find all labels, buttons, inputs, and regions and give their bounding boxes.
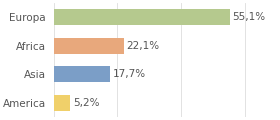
Bar xyxy=(53,38,124,54)
Text: 17,7%: 17,7% xyxy=(113,69,146,79)
Text: 55,1%: 55,1% xyxy=(232,12,265,22)
Bar xyxy=(53,9,230,25)
Bar xyxy=(53,95,70,111)
Text: 5,2%: 5,2% xyxy=(73,98,99,108)
Bar xyxy=(53,66,110,82)
Text: 22,1%: 22,1% xyxy=(127,41,160,51)
